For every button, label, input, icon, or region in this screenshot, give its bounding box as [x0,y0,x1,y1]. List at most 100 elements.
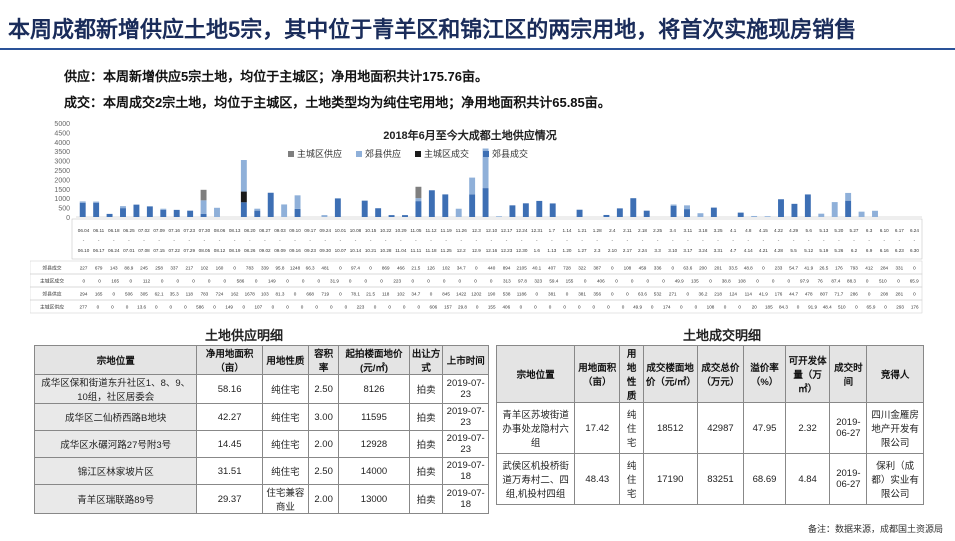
bar-segment [818,213,825,217]
supply-header-cell: 容积率 [308,345,340,375]
data-cell: 407 [548,266,556,271]
data-cell: 0 [339,266,342,271]
date-start: 1.7 [549,228,556,233]
date-sep: - [173,238,175,243]
data-cell: 97.8 [518,279,527,284]
date-end: 11.18 [425,248,437,253]
land-supply-chart: 0500100015002000250030003500400045005000… [30,121,923,314]
data-cell: 0 [112,292,115,297]
date-sep: - [672,238,674,243]
date-end: 07.01 [123,248,135,253]
bar-segment [670,205,677,217]
date-sep: - [294,238,296,243]
date-start: 12.10 [486,228,498,233]
data-cell: 0 [388,305,391,310]
date-start: 09.03 [274,228,286,233]
date-end: 10.14 [350,248,362,253]
data-cell: 157 [444,305,452,310]
bar-segment [93,201,100,203]
date-start: 06.11 [93,228,105,233]
date-end: 07.15 [153,248,165,253]
data-cell: 218 [714,292,722,297]
data-cell: 103 [261,292,269,297]
data-cell: 0 [651,305,654,310]
bar-segment [187,210,194,217]
bar-segment [737,212,744,217]
bar-segment [603,214,610,217]
data-cell: 478 [805,292,813,297]
date-sep: - [355,238,357,243]
bar-segment [254,210,261,217]
date-row: 06.0406.10-06.1106.17-06.1806.24-06.2507… [71,218,923,260]
date-end: 09.30 [320,248,332,253]
supply-table-cell: 2019-07-23 [442,403,489,431]
data-cell: 0 [563,305,566,310]
data-cell: 118 [186,292,194,297]
data-row-label: 主城区成交 [40,278,64,285]
date-end: 06.24 [108,248,120,253]
deal-detail-table: 宗地位置 用地面积（亩） 用地性质 成交楼面地价（元/㎡） 成交总价（万元） 溢价率（%）… [495,345,924,505]
data-cell: 65.9 [866,305,875,310]
data-cell: 0 [622,305,625,310]
data-cell: 91.9 [808,305,817,310]
data-cell: 0 [671,266,674,271]
date-start: 6.24 [910,228,919,233]
supply-table-cell: 58.16 [196,374,263,404]
data-cell: 0 [738,305,741,310]
bar-segment [845,200,852,217]
data-cell: 0 [301,305,304,310]
bar-segment [334,198,341,217]
chart-title: 2018年6月至今大成都土地供应情况 [383,128,557,142]
data-row-label: 郊县供应 [42,291,61,298]
bar-segment [160,209,167,217]
data-cell: 71.7 [834,292,843,297]
data-cell: 0 [233,266,236,271]
bar-segment [791,203,798,217]
date-end: 08.19 [229,248,241,253]
data-cell: 0 [318,279,321,284]
supply-table-cell: 纯住宅 [261,430,310,458]
date-sep: - [793,238,795,243]
bar-segment [173,209,180,217]
data-cell: 0 [866,279,869,284]
data-cell: 459 [639,266,647,271]
bar-segment [751,215,758,217]
y-tick-label: 0 [66,215,70,222]
supply-table-cell: 31.51 [196,457,263,485]
bar-segment [415,198,422,202]
data-cell: 185 [765,305,773,310]
date-end: 5.19 [819,248,828,253]
deal-table-cell: 48.43 [574,453,621,505]
date-sep: - [460,238,462,243]
bar-segment [710,207,717,217]
data-cell: 0 [443,279,446,284]
date-start: 10.08 [350,228,362,233]
data-cell: 108 [707,305,715,310]
deal-table-cell: 2.32 [784,402,831,454]
date-end: 12.2 [457,248,466,253]
data-cell: 41.9 [759,292,768,297]
supply-table-cell: 成华区水碾河路27号附3号 [33,430,198,458]
y-tick-label: 500 [58,206,70,213]
supply-table-header: 宗地位置 净用地面积（亩） 用地性质 容积率 起拍楼面地价(元/㎡) 出让方式 上市时间 [33,345,489,375]
date-sep: - [476,238,478,243]
data-cell: 412 [865,266,873,271]
supply-table-cell: 2.50 [308,457,340,485]
bar-segment [240,160,247,192]
date-end: 2.24 [638,248,647,253]
date-sep: - [279,238,281,243]
data-cell: 783 [201,292,209,297]
data-cell: 102 [201,266,209,271]
data-cell: 336 [654,266,662,271]
deal-table-cell: 83251 [696,453,745,505]
date-start: 2.18 [638,228,647,233]
bar-segment [872,210,878,217]
date-end: 4.21 [759,248,768,253]
date-end: 10.21 [365,248,377,253]
data-cell: 95.8 [275,266,284,271]
data-cell: 87.4 [831,279,840,284]
data-cell: 0 [412,279,415,284]
deal-table-cell: 17190 [642,453,698,505]
data-cell: 305 [140,292,148,297]
bar-segment [321,215,328,217]
